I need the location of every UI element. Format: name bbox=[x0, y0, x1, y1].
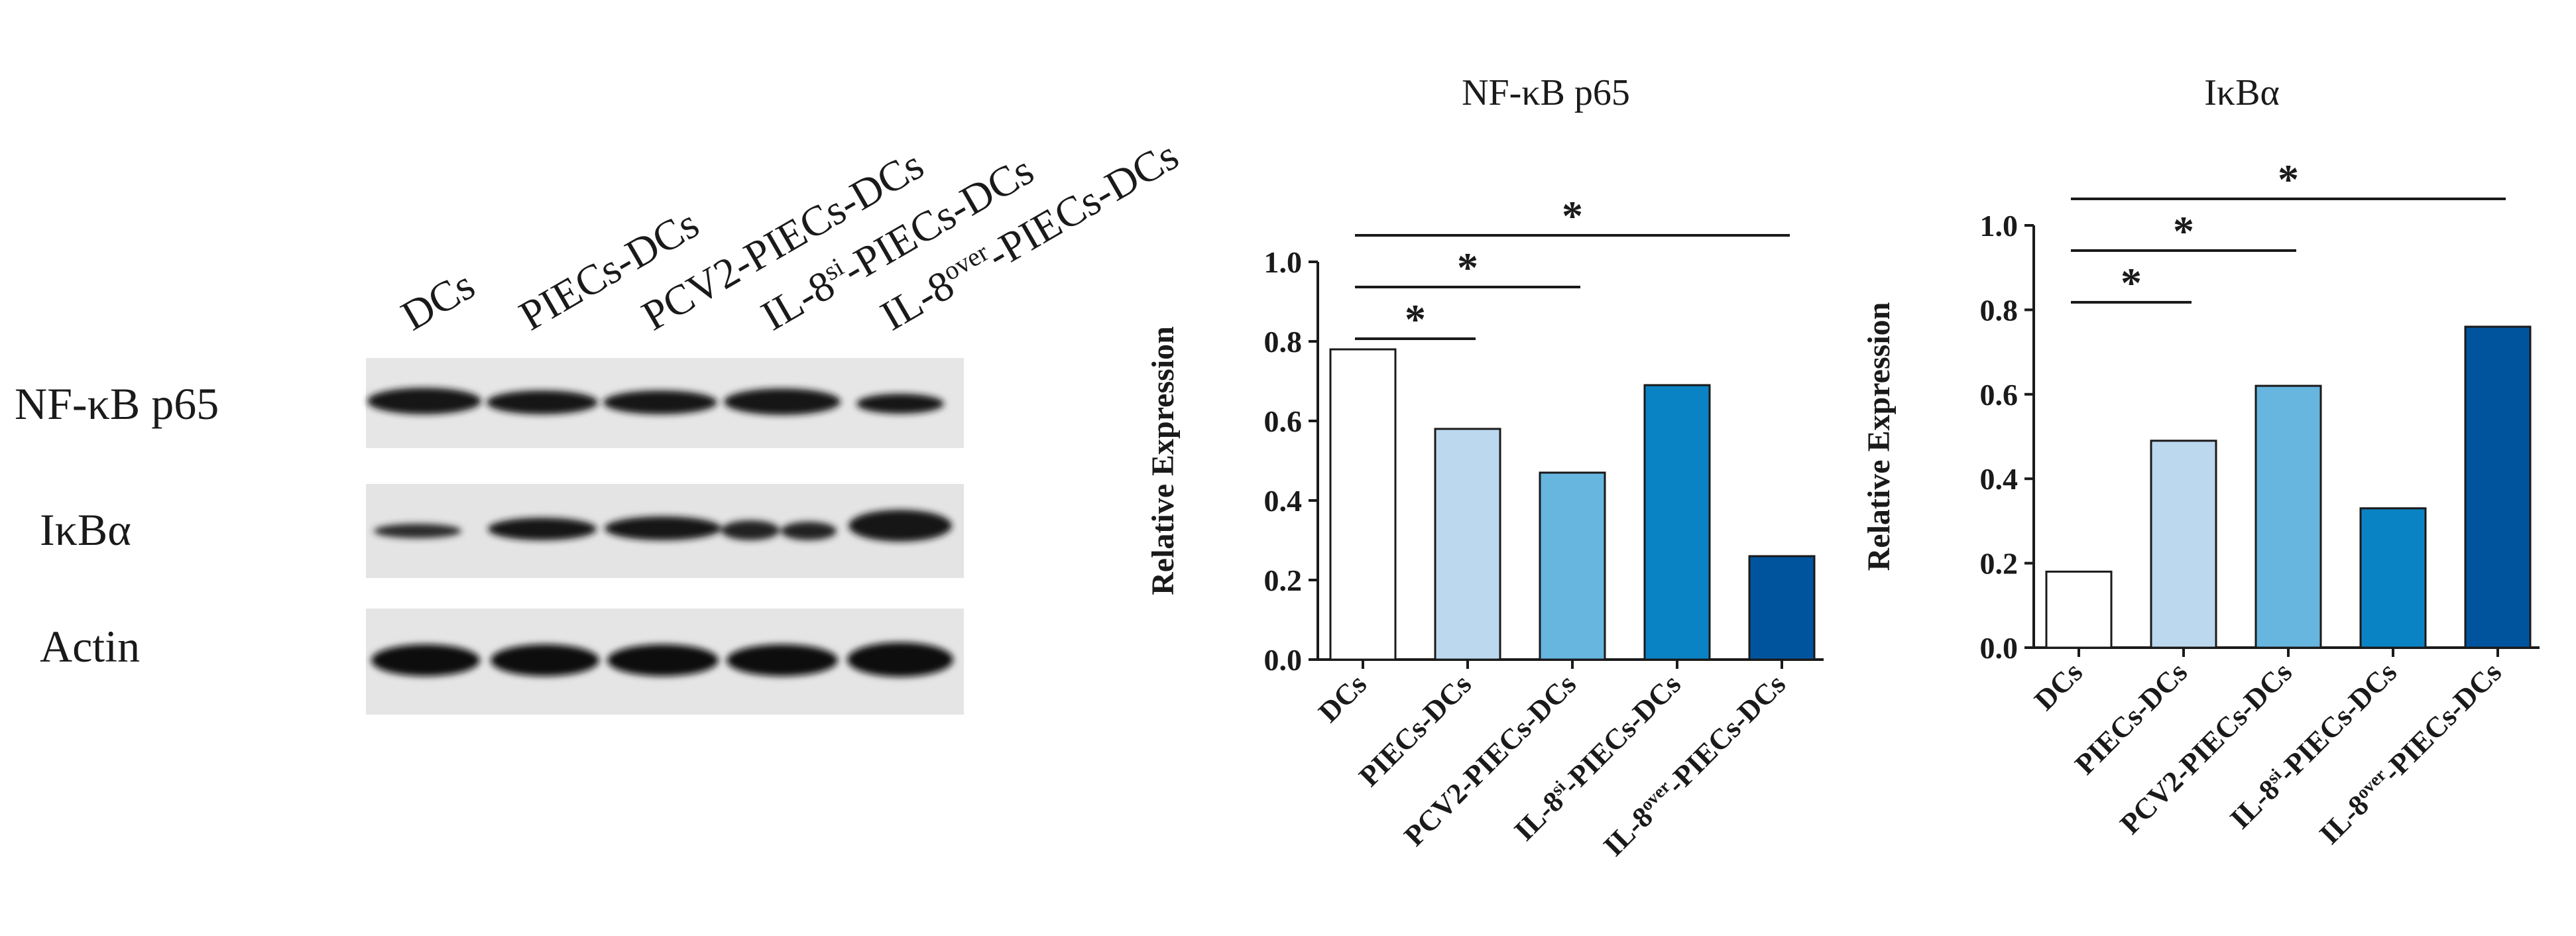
blot-band bbox=[605, 516, 721, 540]
x-tick-label: DCs bbox=[2028, 656, 2089, 717]
blot-lane-label-base: DCs bbox=[394, 261, 483, 339]
blot-bands-actin bbox=[371, 642, 953, 677]
blot-band bbox=[488, 518, 597, 540]
blot-band bbox=[371, 644, 480, 676]
blot-band bbox=[487, 390, 598, 414]
blot-bands-ikba bbox=[374, 510, 952, 542]
significance-star: * bbox=[1457, 244, 1478, 291]
y-tick-label: 0.0 bbox=[1980, 631, 2019, 665]
blot-row-label-nfkb: NF-κB p65 bbox=[15, 379, 219, 429]
x-tick-label: IL-8over-PIECs-DCs bbox=[2313, 656, 2508, 850]
bar bbox=[1434, 428, 1501, 661]
bar bbox=[2359, 507, 2427, 649]
y-tick-label: 1.0 bbox=[1264, 245, 1303, 279]
x-tick-label-base: PCV2-PIECs-DCs bbox=[1398, 668, 1582, 852]
y-tick-label: 0.2 bbox=[1264, 563, 1303, 597]
significance-star: * bbox=[1405, 296, 1426, 343]
blot-band bbox=[603, 390, 717, 414]
bar bbox=[2150, 439, 2217, 649]
western-blot-panel: DCs PIECs-DCsPCV2-PIECs-DCsIL-8si-PIECs-D… bbox=[15, 131, 1186, 715]
y-tick-label: 0.8 bbox=[1980, 293, 2019, 327]
blot-band bbox=[781, 522, 837, 540]
blot-band bbox=[491, 644, 599, 676]
blot-lane-labels: DCs PIECs-DCsPCV2-PIECs-DCsIL-8si-PIECs-D… bbox=[394, 131, 1187, 339]
blot-band bbox=[721, 520, 780, 540]
blot-band bbox=[727, 644, 838, 676]
bar bbox=[1643, 384, 1711, 661]
blot-bands-nfkb bbox=[367, 388, 944, 415]
x-tick-label: DCs bbox=[1312, 668, 1373, 729]
y-tick-label: 0.4 bbox=[1980, 462, 2019, 496]
y-tick-label: 0.6 bbox=[1980, 378, 2019, 412]
chart-title: IκBα bbox=[2204, 72, 2280, 113]
bar bbox=[1539, 471, 1606, 661]
y-tick-label: 0.2 bbox=[1980, 547, 2019, 581]
y-tick-label: 0.6 bbox=[1264, 404, 1303, 438]
y-tick-label: 0.4 bbox=[1264, 484, 1303, 518]
bar bbox=[2464, 325, 2532, 649]
blot-band bbox=[724, 388, 841, 415]
x-tick-label: PCV2-PIECs-DCs bbox=[1398, 668, 1582, 852]
bar-chart-nfkb-p65: NF-κB p65 Relative Expression 0.0 0.2 0.4 0.6… bbox=[1145, 72, 1824, 862]
blot-band bbox=[847, 642, 953, 677]
bar-chart-ikba: IκBα Relative Expression 0.0 0.2 0.4 0.6 0.8 1.… bbox=[1861, 72, 2540, 850]
bar bbox=[1329, 348, 1397, 661]
significance-star: * bbox=[2173, 207, 2194, 255]
bar bbox=[2045, 570, 2113, 649]
y-tick-label: 1.0 bbox=[1980, 209, 2019, 243]
x-tick-label: PCV2-PIECs-DCs bbox=[2114, 656, 2298, 840]
blot-band bbox=[607, 644, 719, 676]
x-tick-label-base: DCs bbox=[1312, 668, 1373, 729]
x-tick-label: IL-8over-PIECs-DCs bbox=[1597, 668, 1792, 862]
blot-row-label-actin: Actin bbox=[40, 621, 140, 672]
significance-star: * bbox=[2278, 156, 2299, 203]
blot-band bbox=[856, 394, 944, 414]
y-axis-label: Relative Expression bbox=[1861, 302, 1897, 571]
significance-star: * bbox=[2121, 259, 2142, 306]
y-tick-label: 0.0 bbox=[1264, 643, 1303, 677]
x-tick-label-base: DCs bbox=[2028, 656, 2089, 717]
bar bbox=[1748, 555, 1816, 661]
y-tick-label: 0.8 bbox=[1264, 325, 1303, 359]
x-tick-label-base: PCV2-PIECs-DCs bbox=[2114, 656, 2298, 840]
blot-lane-label: DCs bbox=[394, 261, 483, 339]
blot-band bbox=[367, 388, 481, 414]
bar bbox=[2254, 384, 2322, 649]
blot-band bbox=[849, 510, 952, 542]
blot-band bbox=[374, 524, 461, 538]
chart-title: NF-κB p65 bbox=[1462, 72, 1630, 113]
y-axis-label: Relative Expression bbox=[1145, 326, 1181, 595]
blot-row-label-ikba: IκBα bbox=[40, 504, 131, 555]
significance-star: * bbox=[1562, 192, 1583, 239]
